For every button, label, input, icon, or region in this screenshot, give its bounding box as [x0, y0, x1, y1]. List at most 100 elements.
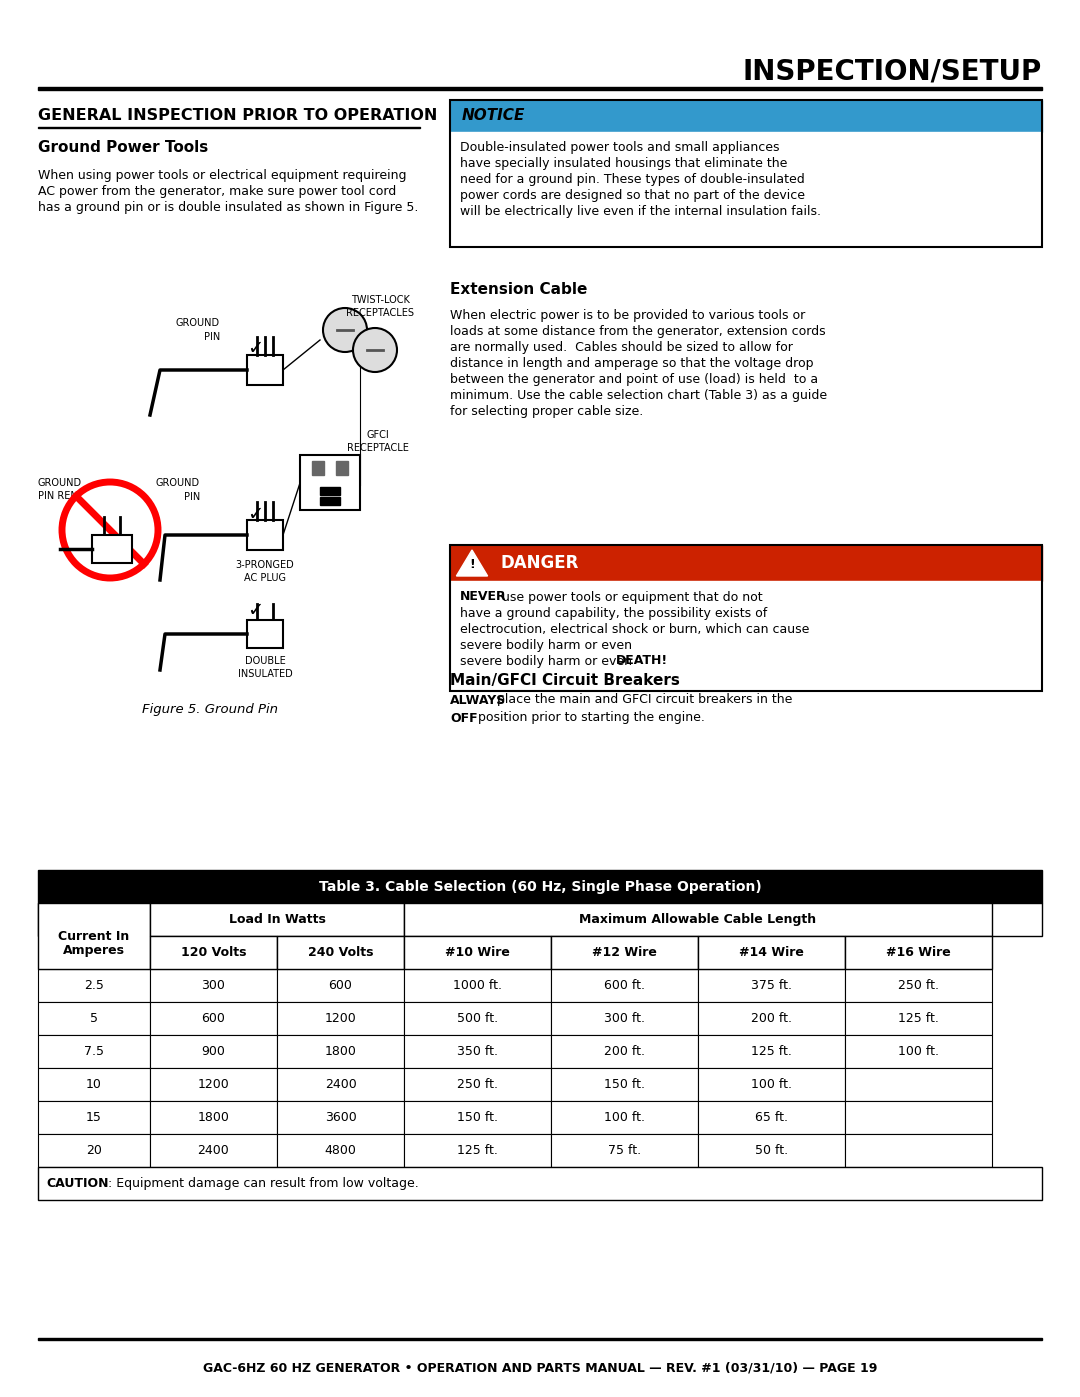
Text: 1800: 1800	[198, 1111, 229, 1125]
Text: 120 Volts: 120 Volts	[180, 946, 246, 958]
Text: 1000 ft.: 1000 ft.	[453, 979, 502, 992]
Bar	[150, 936, 276, 970]
Text: AC power from the generator, make sure power tool cord: AC power from the generator, make sure p…	[38, 184, 396, 197]
Bar	[698, 1067, 845, 1101]
Text: 125 ft.: 125 ft.	[899, 1011, 939, 1025]
Text: 600: 600	[202, 1011, 226, 1025]
Text: has a ground pin or is double insulated as shown in Figure 5.: has a ground pin or is double insulated …	[38, 201, 418, 214]
Bar	[845, 970, 993, 1002]
Text: 100 ft.: 100 ft.	[897, 1045, 939, 1058]
Bar	[150, 902, 404, 936]
Bar	[551, 970, 698, 1002]
Text: #16 Wire: #16 Wire	[886, 946, 950, 958]
Bar	[38, 1338, 1042, 1340]
Bar	[450, 101, 1042, 247]
Bar	[404, 1035, 551, 1067]
Bar	[276, 936, 404, 970]
Bar	[698, 1035, 845, 1067]
Text: 250 ft.: 250 ft.	[897, 979, 939, 992]
Text: 100 ft.: 100 ft.	[604, 1111, 645, 1125]
Bar	[450, 131, 1042, 247]
Text: NOTICE: NOTICE	[462, 109, 525, 123]
Bar	[312, 461, 324, 475]
Bar	[320, 488, 340, 495]
Bar	[38, 87, 1042, 89]
Text: will be electrically live even if the internal insulation fails.: will be electrically live even if the in…	[460, 205, 821, 218]
Bar	[150, 1035, 276, 1067]
Bar	[92, 535, 132, 563]
Text: 150 ft.: 150 ft.	[457, 1111, 498, 1125]
Bar	[320, 497, 340, 504]
Text: 250 ft.: 250 ft.	[457, 1078, 498, 1091]
Text: When using power tools or electrical equipment requireing: When using power tools or electrical equ…	[38, 169, 406, 182]
Text: GROUND
PIN REMOVED: GROUND PIN REMOVED	[38, 478, 107, 502]
Text: distance in length and amperage so that the voltage drop: distance in length and amperage so that …	[450, 356, 813, 369]
Text: 300: 300	[202, 979, 226, 992]
Text: loads at some distance from the generator, extension cords: loads at some distance from the generato…	[450, 324, 825, 338]
Bar	[150, 1134, 276, 1166]
Text: 15: 15	[86, 1111, 102, 1125]
Bar	[276, 1002, 404, 1035]
Text: 50 ft.: 50 ft.	[755, 1144, 788, 1157]
Text: 900: 900	[202, 1045, 226, 1058]
Bar	[38, 902, 150, 970]
Text: #14 Wire: #14 Wire	[739, 946, 804, 958]
Bar	[38, 127, 420, 129]
Text: 5: 5	[90, 1011, 98, 1025]
Bar	[845, 1101, 993, 1134]
Bar	[150, 970, 276, 1002]
Text: 350 ft.: 350 ft.	[457, 1045, 498, 1058]
Text: 600 ft.: 600 ft.	[604, 979, 645, 992]
Bar	[404, 1134, 551, 1166]
Text: GROUND
PIN: GROUND PIN	[176, 319, 220, 342]
Text: !: !	[469, 559, 475, 571]
Text: ✓: ✓	[247, 506, 264, 524]
Circle shape	[62, 482, 158, 578]
Text: use power tools or equipment that do not: use power tools or equipment that do not	[498, 591, 762, 604]
Bar	[845, 1035, 993, 1067]
Text: 75 ft.: 75 ft.	[608, 1144, 642, 1157]
Text: for selecting proper cable size.: for selecting proper cable size.	[450, 405, 644, 418]
Text: Extension Cable: Extension Cable	[450, 282, 588, 298]
Text: 200 ft.: 200 ft.	[751, 1011, 792, 1025]
Text: 300 ft.: 300 ft.	[604, 1011, 645, 1025]
Text: 500 ft.: 500 ft.	[457, 1011, 498, 1025]
Text: TWIST-LOCK
RECEPTACLES: TWIST-LOCK RECEPTACLES	[346, 295, 414, 319]
Text: : Equipment damage can result from low voltage.: : Equipment damage can result from low v…	[108, 1178, 419, 1190]
Circle shape	[323, 307, 367, 352]
Bar	[247, 355, 283, 386]
Text: When electric power is to be provided to various tools or: When electric power is to be provided to…	[450, 309, 806, 321]
Text: Ground Power Tools: Ground Power Tools	[38, 141, 208, 155]
Text: 375 ft.: 375 ft.	[751, 979, 792, 992]
Text: 3600: 3600	[325, 1111, 356, 1125]
Text: GROUND
PIN: GROUND PIN	[156, 478, 200, 502]
Bar	[698, 970, 845, 1002]
Text: 240 Volts: 240 Volts	[308, 946, 374, 958]
Bar	[300, 455, 360, 510]
Text: 125 ft.: 125 ft.	[751, 1045, 792, 1058]
Bar	[845, 1067, 993, 1101]
Text: GAC-6HZ 60 HZ GENERATOR • OPERATION AND PARTS MANUAL — REV. #1 (03/31/10) — PAGE: GAC-6HZ 60 HZ GENERATOR • OPERATION AND …	[203, 1362, 877, 1375]
Text: 2.5: 2.5	[84, 979, 104, 992]
Bar	[247, 520, 283, 550]
Bar	[404, 1002, 551, 1035]
Text: Amperes: Amperes	[63, 944, 125, 957]
Circle shape	[353, 328, 397, 372]
Bar	[404, 1101, 551, 1134]
Text: DANGER: DANGER	[500, 555, 579, 571]
Bar	[845, 936, 993, 970]
Text: between the generator and point of use (load) is held  to a: between the generator and point of use (…	[450, 373, 819, 386]
Text: GENERAL INSPECTION PRIOR TO OPERATION: GENERAL INSPECTION PRIOR TO OPERATION	[38, 108, 437, 123]
Bar	[551, 936, 698, 970]
Text: 3-PRONGED
AC PLUG: 3-PRONGED AC PLUG	[235, 560, 295, 583]
Polygon shape	[457, 550, 487, 576]
Bar	[38, 970, 150, 1002]
Bar	[276, 1067, 404, 1101]
Bar	[276, 1134, 404, 1166]
Bar	[276, 1035, 404, 1067]
Bar	[150, 1067, 276, 1101]
Text: GFCI
RECEPTACLE: GFCI RECEPTACLE	[347, 430, 409, 453]
Bar	[247, 620, 283, 648]
Text: minimum. Use the cable selection chart (Table 3) as a guide: minimum. Use the cable selection chart (…	[450, 388, 827, 401]
Text: ✓: ✓	[247, 338, 264, 358]
